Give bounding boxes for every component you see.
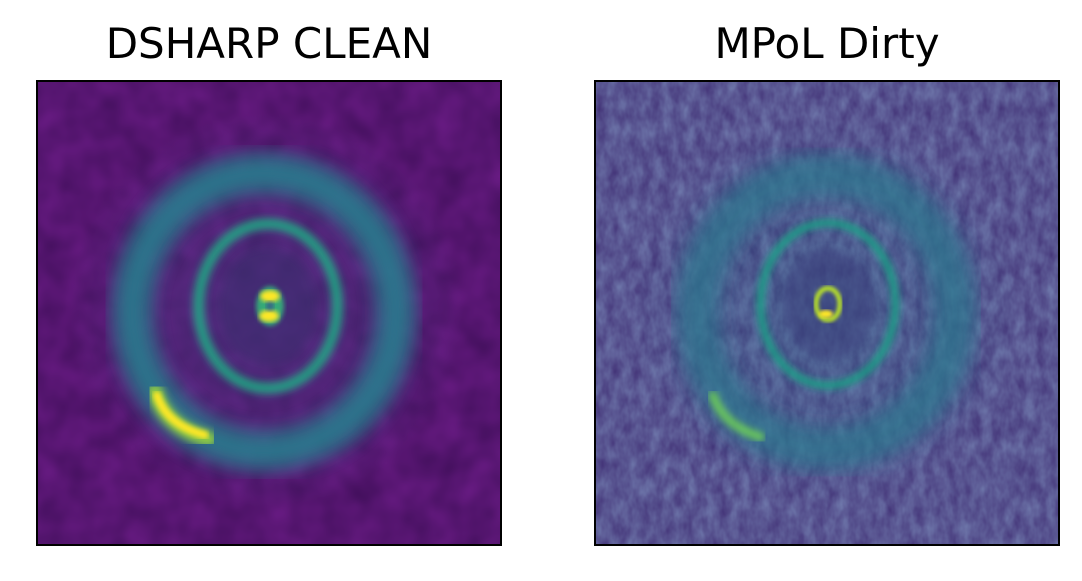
clean-disk-image bbox=[36, 80, 502, 546]
panel-title: MPoL Dirty bbox=[714, 19, 940, 68]
dirty-disk-image bbox=[594, 80, 1060, 546]
panel-dsharp-clean: DSHARP CLEAN bbox=[36, 0, 502, 581]
panel-title: DSHARP CLEAN bbox=[105, 19, 433, 68]
panel-mpol-dirty: MPoL Dirty bbox=[594, 0, 1060, 581]
